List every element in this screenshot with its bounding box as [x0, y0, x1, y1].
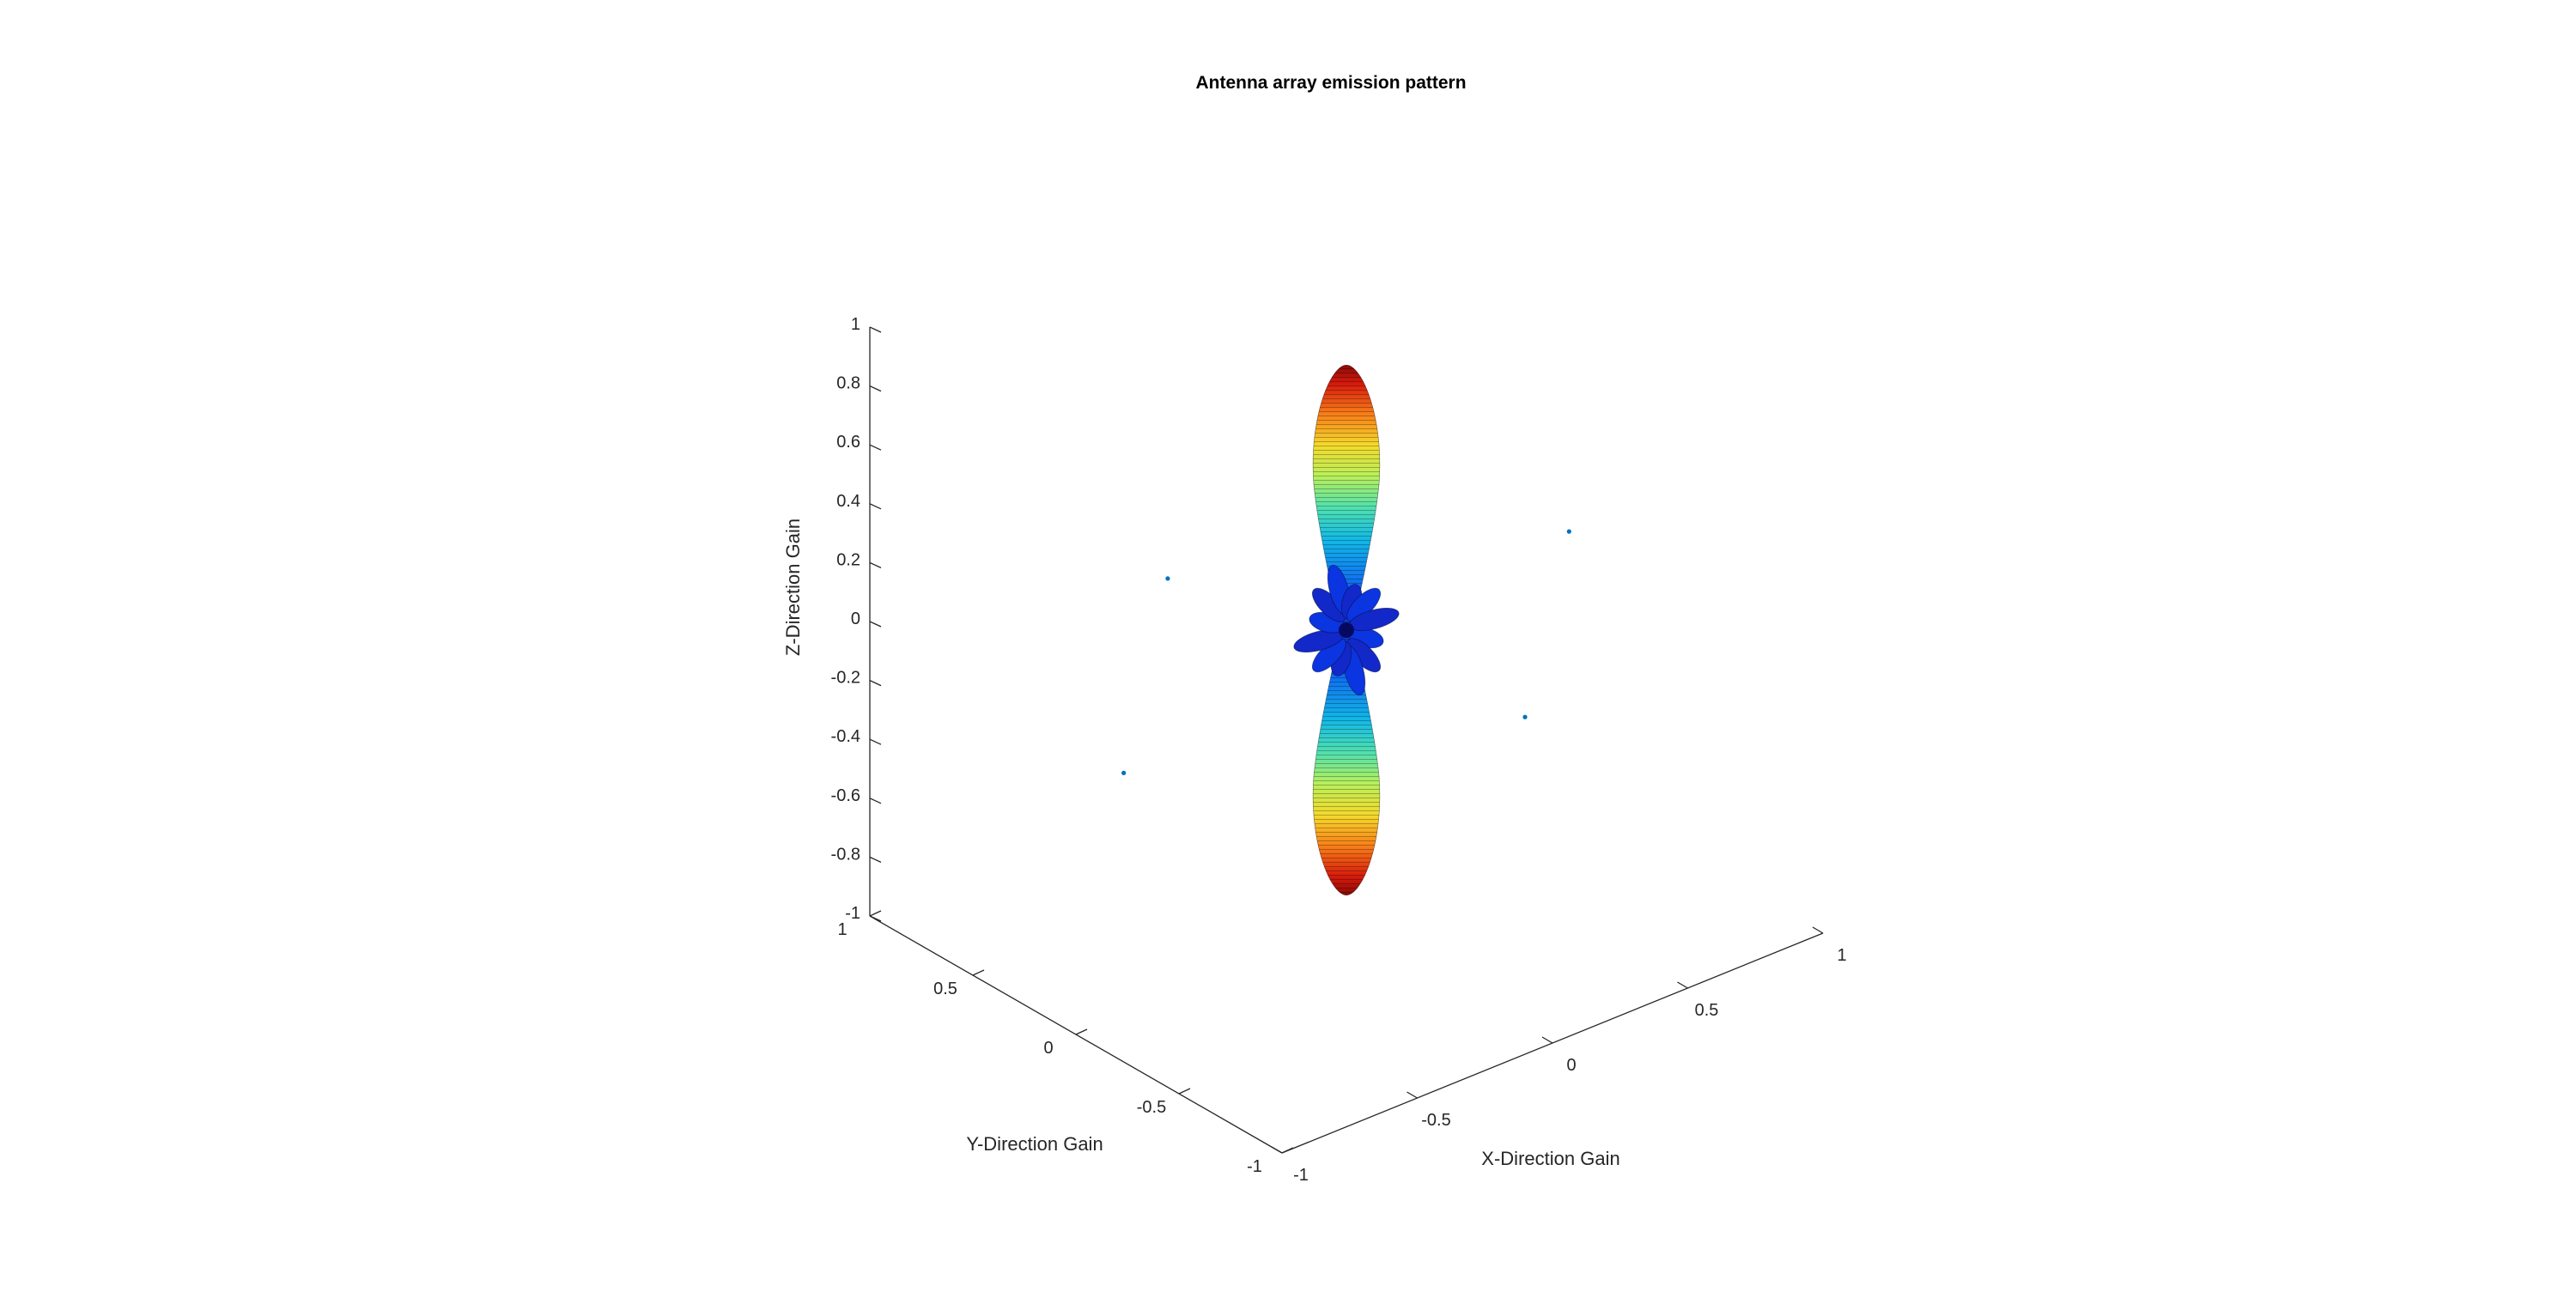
- main-lobe-mesh-bottom: [1313, 630, 1380, 895]
- x-tick-label: -1: [1293, 1166, 1309, 1185]
- y-tick-mark: [972, 969, 985, 976]
- z-tick-mark: [869, 561, 882, 568]
- z-tick-label: 0.4: [836, 492, 860, 511]
- array-element-point: [1522, 714, 1528, 719]
- z-tick-mark: [869, 680, 882, 687]
- z-tick-mark: [869, 738, 882, 745]
- z-tick-mark: [869, 326, 882, 333]
- emission-pattern-surface: [1293, 364, 1400, 896]
- x-tick-mark: [1812, 926, 1824, 934]
- z-tick-label: 0.2: [836, 550, 860, 569]
- x-tick-mark: [1541, 1036, 1553, 1044]
- axis-labels: X-Direction Gain Y-Direction Gain Z-Dire…: [782, 519, 1620, 1169]
- z-tick-mark: [869, 444, 882, 451]
- z-tick-mark: [869, 385, 882, 392]
- z-tick-label: 0.8: [836, 374, 860, 393]
- z-tick-label: -0.8: [831, 845, 860, 864]
- x-tick-label: -0.5: [1421, 1111, 1450, 1130]
- x-tick-label: 0.5: [1695, 1001, 1719, 1020]
- x-axis-label: X-Direction Gain: [1481, 1148, 1619, 1169]
- y-tick-label: -1: [1247, 1157, 1262, 1176]
- x-tick-mark: [1406, 1091, 1418, 1099]
- z-tick-label: -0.6: [831, 786, 860, 805]
- z-tick-label: 0: [851, 610, 860, 628]
- chart-title: Antenna array emission pattern: [1195, 73, 1466, 93]
- axes: -1-0.500.51-1-0.500.51-1-0.8-0.6-0.4-0.2…: [831, 315, 1847, 1185]
- z-tick-mark: [869, 856, 882, 863]
- y-tick-mark: [1281, 1147, 1294, 1154]
- y-axis-label: Y-Direction Gain: [966, 1133, 1103, 1155]
- y-tick-mark: [869, 910, 882, 917]
- x-tick-label: 0: [1566, 1056, 1576, 1075]
- y-tick-label: -0.5: [1137, 1098, 1166, 1117]
- z-tick-label: -1: [845, 904, 860, 923]
- z-tick-label: 1: [851, 315, 860, 334]
- array-element-markers: [1121, 529, 1571, 775]
- z-tick-mark: [869, 503, 882, 510]
- z-tick-label: -0.4: [831, 727, 860, 746]
- y-tick-label: 0.5: [933, 980, 957, 998]
- array-element-point: [1121, 770, 1127, 775]
- z-tick-mark: [869, 798, 882, 804]
- array-element-point: [1165, 576, 1170, 581]
- z-tick-mark: [869, 915, 882, 922]
- x-tick-label: 1: [1837, 946, 1846, 965]
- x-tick-mark: [1677, 981, 1688, 989]
- array-element-point: [1566, 529, 1571, 534]
- y-tick-label: 1: [837, 920, 847, 939]
- z-tick-label: 0.6: [836, 433, 860, 452]
- pattern-center: [1339, 622, 1354, 638]
- y-tick-label: 0: [1043, 1039, 1053, 1058]
- z-axis-label: Z-Direction Gain: [782, 519, 804, 656]
- z-tick-label: -0.2: [831, 669, 860, 688]
- z-tick-mark: [869, 621, 882, 628]
- x-tick-mark: [1271, 1146, 1283, 1154]
- main-lobe-mesh-top: [1313, 365, 1380, 630]
- y-tick-mark: [1075, 1028, 1088, 1035]
- y-tick-mark: [1178, 1088, 1191, 1095]
